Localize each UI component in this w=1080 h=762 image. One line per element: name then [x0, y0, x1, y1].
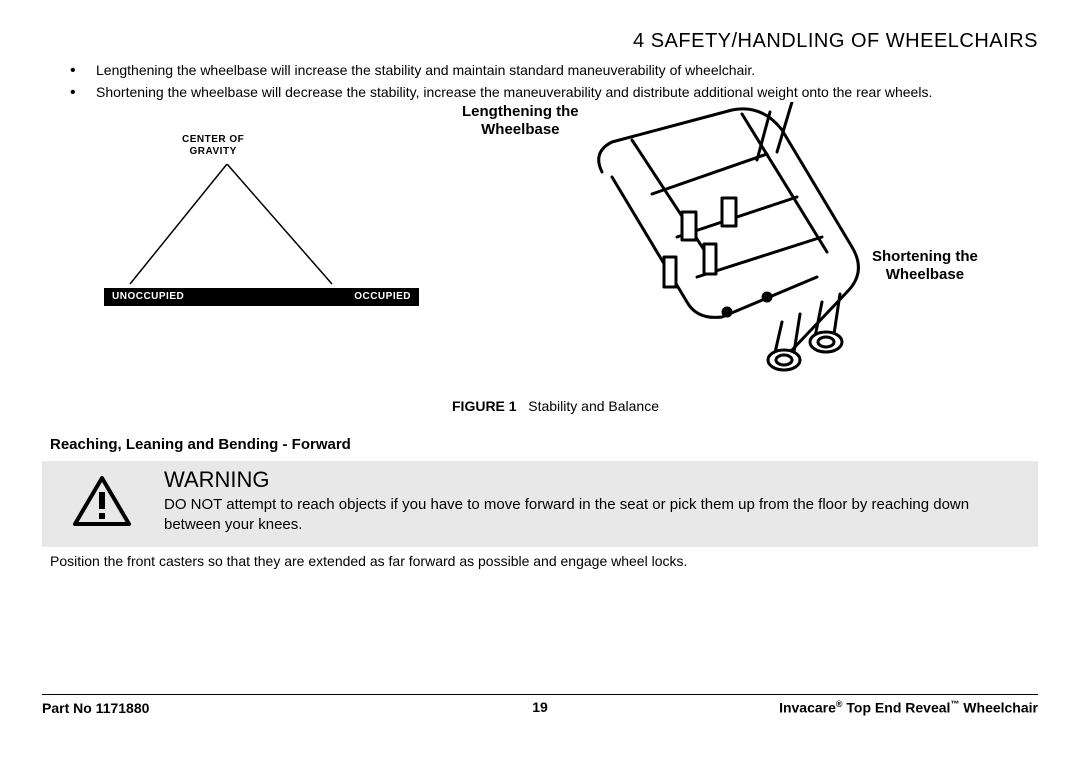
- footer-product-mid: Top End Reveal: [846, 700, 950, 716]
- footer-part-number: Part No 1171880: [42, 700, 149, 716]
- warning-icon: [72, 475, 132, 530]
- cog-diagram-lines: [112, 164, 372, 294]
- lengthen-line2: Wheelbase: [481, 121, 559, 138]
- warning-content: WARNING DO NOT attempt to reach objects …: [164, 467, 1028, 536]
- warning-box: WARNING DO NOT attempt to reach objects …: [42, 461, 1038, 548]
- bullet-list: Lengthening the wheelbase will increase …: [42, 61, 1038, 102]
- page-footer: Part No 1171880 19 Invacare® Top End Rev…: [42, 694, 1038, 716]
- wheelchair-illustration: [582, 102, 882, 392]
- figure-caption-label: FIGURE 1: [452, 398, 517, 414]
- warning-title: WARNING: [164, 467, 1028, 493]
- lengthen-line1: Lengthening the: [462, 103, 579, 120]
- lengthening-label: Lengthening the Wheelbase: [462, 103, 579, 139]
- figure-area: CENTER OF GRAVITY UNOCCUPIED OCCUPIED Le…: [42, 108, 1038, 398]
- warning-text: DO NOT attempt to reach objects if you h…: [164, 495, 1028, 536]
- shorten-line2: Wheelbase: [886, 266, 964, 283]
- bullet-item: Lengthening the wheelbase will increase …: [70, 61, 1038, 80]
- footer-product-name: Invacare® Top End Reveal™ Wheelchair: [779, 699, 1038, 716]
- unoccupied-label: UNOCCUPIED: [112, 291, 184, 302]
- status-bar: UNOCCUPIED OCCUPIED: [104, 288, 419, 306]
- cog-label-line2: GRAVITY: [190, 146, 237, 157]
- trademark-icon: ™: [950, 699, 959, 709]
- shorten-line1: Shortening the: [872, 248, 978, 265]
- cog-label-line1: CENTER OF: [182, 134, 244, 145]
- registered-icon: ®: [836, 699, 843, 709]
- body-paragraph: Position the front casters so that they …: [50, 553, 1038, 569]
- footer-page-number: 19: [532, 699, 548, 715]
- subsection-heading: Reaching, Leaning and Bending - Forward: [50, 436, 1038, 453]
- occupied-label: OCCUPIED: [354, 291, 411, 302]
- page-header-title: 4 SAFETY/HANDLING OF WHEELCHAIRS: [42, 30, 1038, 53]
- footer-product-prefix: Invacare: [779, 700, 836, 716]
- center-of-gravity-label: CENTER OF GRAVITY: [182, 134, 244, 158]
- shortening-label: Shortening the Wheelbase: [872, 248, 978, 284]
- footer-product-suffix: Wheelchair: [963, 700, 1038, 716]
- figure-caption-text: Stability and Balance: [528, 398, 659, 414]
- bullet-item: Shortening the wheelbase will decrease t…: [70, 83, 1038, 102]
- figure-caption: FIGURE 1 Stability and Balance: [452, 398, 659, 414]
